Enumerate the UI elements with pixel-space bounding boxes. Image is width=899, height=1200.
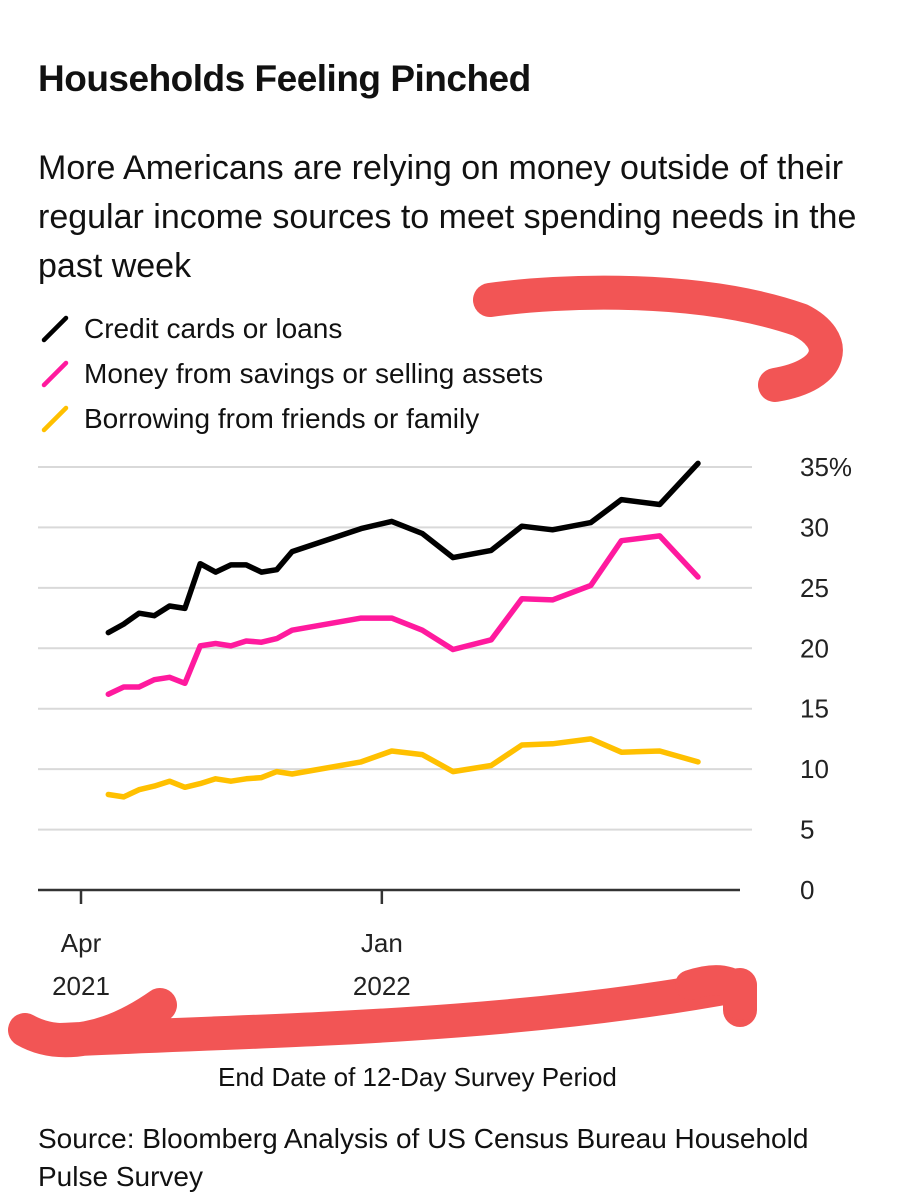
y-tick-label-0: 0: [800, 875, 814, 905]
x-tick-year-2021-04: 2021: [52, 971, 110, 1001]
chart-title: Households Feeling Pinched: [38, 58, 531, 99]
y-tick-label-30: 30: [800, 512, 829, 542]
x-tick-month-2021-04: Apr: [61, 928, 102, 958]
annotation-scribble-bottom: [8, 968, 757, 1058]
y-tick-label-15: 15: [800, 694, 829, 724]
legend-label-credit: Credit cards or loans: [84, 312, 343, 344]
y-tick-label-35: 35%: [800, 452, 852, 482]
source-note: Source: Bloomberg Analysis of US Census …: [38, 1123, 809, 1192]
legend-swatch-friends: [41, 405, 69, 432]
legend-line-savings: [41, 360, 69, 387]
legend-item-friends: Borrowing from friends or family: [38, 396, 543, 441]
y-tick-label-5: 5: [800, 815, 814, 845]
legend-item-savings: Money from savings or selling assets: [38, 351, 543, 396]
legend-swatch-credit: [41, 315, 69, 342]
legend-label-friends: Borrowing from friends or family: [84, 402, 480, 434]
series-line-friends: [105, 736, 701, 800]
legend-swatch-savings: [41, 360, 69, 387]
legend-line-credit: [41, 315, 69, 342]
y-tick-label-10: 10: [800, 754, 829, 784]
legend-line-friends: [41, 405, 69, 432]
legend-label-savings: Money from savings or selling assets: [84, 357, 544, 389]
annotation-scribble-top: [473, 275, 843, 402]
x-tick-month-2022-01: Jan: [361, 928, 403, 958]
y-tick-label-25: 25: [800, 573, 829, 603]
legend-item-credit: Credit cards or loans: [38, 306, 543, 351]
series-line-savings: [105, 533, 701, 697]
legend: Credit cards or loans Money from savings…: [38, 306, 543, 441]
x-tick-year-2022-01: 2022: [353, 971, 411, 1001]
annotation-scribble-bottom-end: [675, 965, 756, 1020]
series-line-credit: [105, 460, 701, 636]
chart-subtitle: More Americans are relying on money outs…: [38, 149, 857, 285]
x-axis-title: End Date of 12-Day Survey Period: [218, 1062, 617, 1092]
y-tick-label-20: 20: [800, 633, 829, 663]
